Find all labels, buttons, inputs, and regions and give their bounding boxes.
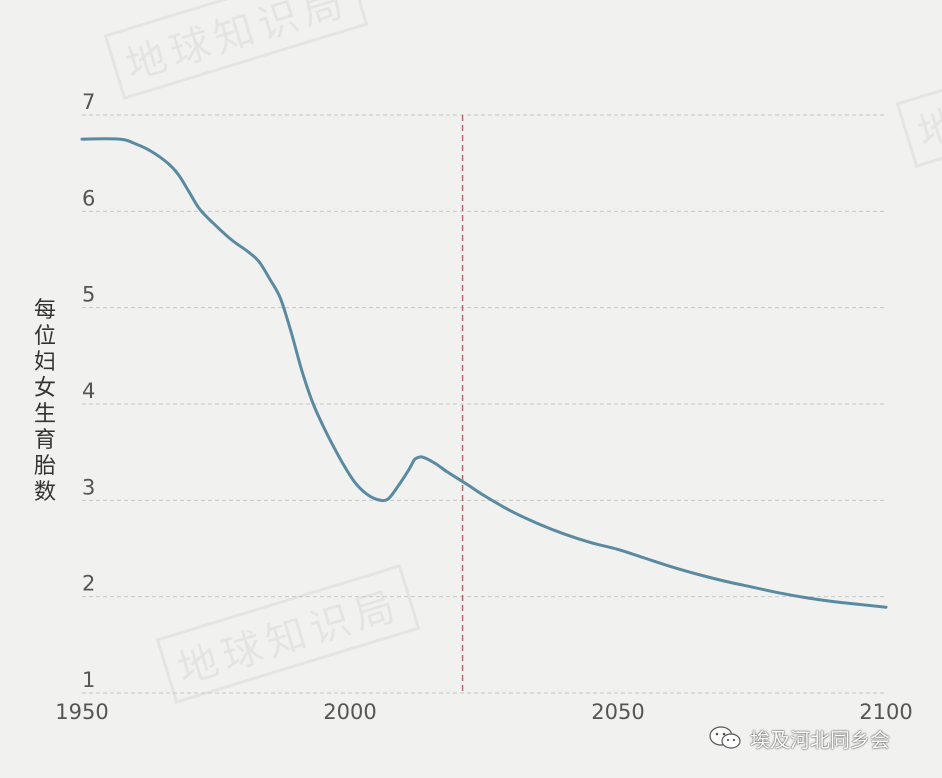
x-tick-label: 2000 [323,700,376,724]
grid [82,114,886,694]
x-tick-label: 2100 [859,700,912,724]
wechat-icon [709,726,741,749]
brand-name: 埃及河北同乡会 [750,727,890,752]
series-line [80,137,888,609]
series-group [80,137,888,609]
x-axis-ticks: 1950 2000 2050 2100 [55,700,912,724]
x-tick-label: 1950 [55,700,108,724]
y-tick-label: 1 [82,668,95,692]
y-tick-label: 5 [82,283,95,307]
y-tick-label: 7 [82,90,95,114]
y-tick-label: 4 [82,379,95,403]
y-tick-label: 6 [82,186,95,210]
y-tick-label: 2 [82,572,95,596]
brand-badge: 埃及河北同乡会 [708,722,890,754]
x-tick-label: 2050 [591,700,644,724]
y-axis-ticks: 1 2 3 4 5 6 7 [82,90,95,692]
y-tick-label: 3 [82,475,95,499]
y-axis-label: 每位妇女生育胎数 [33,298,56,505]
